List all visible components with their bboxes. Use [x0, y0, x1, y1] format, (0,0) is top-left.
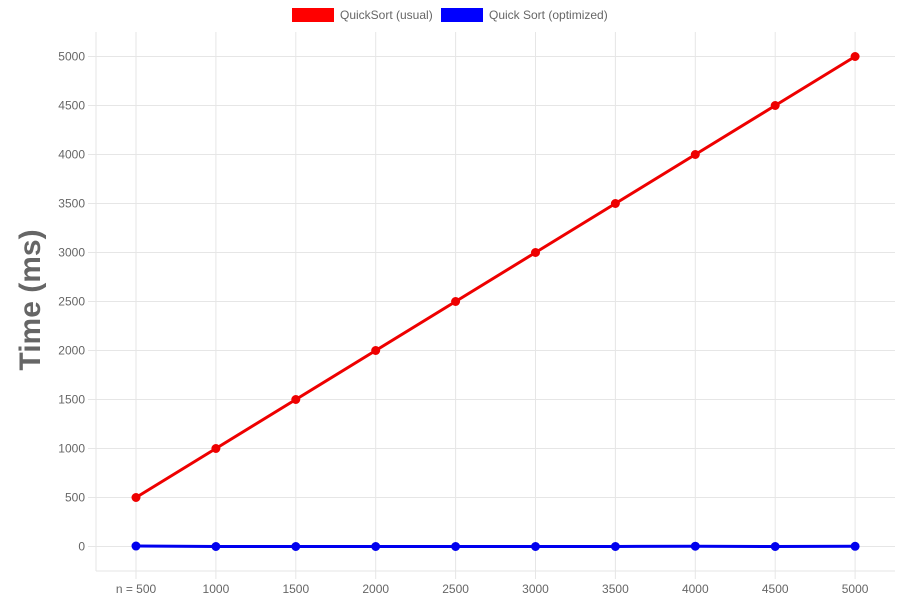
- legend-label-usual[interactable]: QuickSort (usual): [340, 8, 433, 22]
- data-point[interactable]: [131, 493, 141, 502]
- series-layer: [131, 52, 860, 551]
- data-point[interactable]: [131, 541, 141, 551]
- x-tick-label: 4500: [762, 582, 789, 596]
- x-tick-label: 1000: [203, 582, 230, 596]
- series-line-0: [134, 55, 857, 499]
- x-tick-label: 3500: [602, 582, 629, 596]
- data-point[interactable]: [850, 541, 860, 551]
- data-point[interactable]: [291, 395, 301, 404]
- y-axis-title: Time (ms): [14, 229, 47, 370]
- y-tick-label: 4000: [58, 148, 85, 162]
- gridlines: [88, 32, 895, 579]
- x-tick-label: 4000: [682, 582, 709, 596]
- data-point[interactable]: [531, 248, 540, 257]
- data-point[interactable]: [770, 101, 780, 110]
- x-tick-label: 1500: [282, 582, 309, 596]
- x-tick-label: 2000: [362, 582, 389, 596]
- y-tick-label: 2000: [58, 344, 85, 358]
- data-point[interactable]: [531, 542, 540, 551]
- data-point[interactable]: [451, 297, 461, 306]
- data-point[interactable]: [770, 542, 780, 551]
- y-tick-label: 500: [65, 491, 85, 505]
- legend-item-usual[interactable]: QuickSort (usual): [292, 8, 433, 22]
- y-tick-label: 1000: [58, 442, 85, 456]
- y-tick-label: 4500: [58, 99, 85, 113]
- legend-swatch-usual[interactable]: [292, 8, 334, 22]
- y-tick-label: 5000: [58, 50, 85, 64]
- data-point[interactable]: [211, 542, 221, 551]
- legend-label-optimized[interactable]: Quick Sort (optimized): [489, 8, 608, 22]
- x-tick-label: 2500: [442, 582, 469, 596]
- y-tick-label: 0: [78, 540, 85, 554]
- data-point[interactable]: [371, 346, 381, 355]
- data-point[interactable]: [291, 542, 301, 551]
- y-axis-ticks: 0 500 1000 1500 2000 2500 3000 3500 4000 4500 5000: [58, 50, 85, 554]
- x-tick-label: n = 500: [116, 582, 157, 596]
- legend[interactable]: QuickSort (usual) Quick Sort (optimized): [292, 8, 608, 22]
- legend-swatch-optimized[interactable]: [441, 8, 483, 22]
- data-point[interactable]: [211, 444, 221, 453]
- y-tick-label: 3000: [58, 246, 85, 260]
- data-point[interactable]: [451, 542, 461, 551]
- x-tick-label: 3000: [522, 582, 549, 596]
- y-tick-label: 1500: [58, 393, 85, 407]
- data-point[interactable]: [371, 542, 381, 551]
- y-tick-label: 3500: [58, 197, 85, 211]
- data-point[interactable]: [610, 199, 620, 208]
- data-point[interactable]: [610, 542, 620, 551]
- x-axis-ticks: n = 500 1000 1500 2000 2500 3000 3500 4000 4500 5…: [116, 582, 869, 596]
- legend-item-optimized[interactable]: Quick Sort (optimized): [441, 8, 608, 22]
- x-tick-label: 5000: [842, 582, 869, 596]
- data-point[interactable]: [850, 52, 860, 61]
- data-point[interactable]: [690, 541, 700, 551]
- y-tick-label: 2500: [58, 295, 85, 309]
- data-point[interactable]: [690, 150, 700, 159]
